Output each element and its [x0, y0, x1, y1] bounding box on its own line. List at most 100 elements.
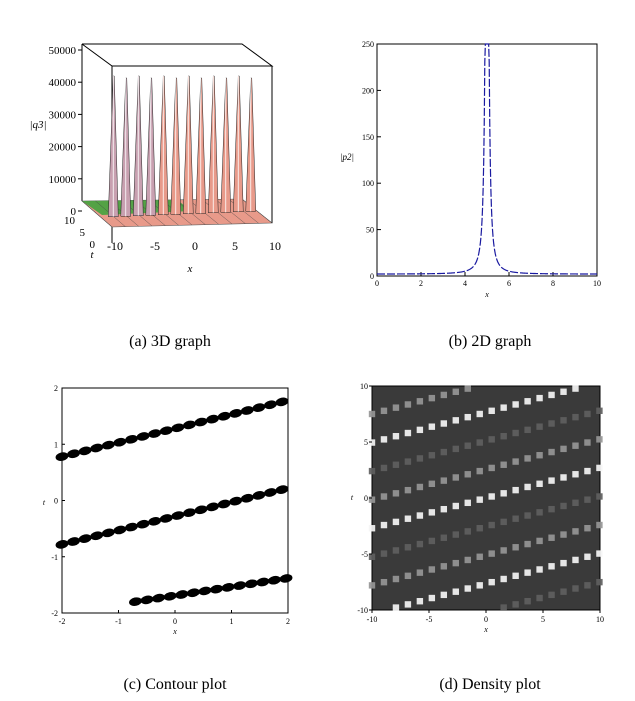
- density-dot: [596, 578, 603, 586]
- contour-blob: [264, 400, 277, 410]
- contour-blob: [55, 540, 69, 549]
- density-dot: [392, 461, 400, 468]
- contour-blob: [194, 505, 208, 515]
- contour-blob: [125, 435, 138, 444]
- density-dot: [476, 410, 483, 418]
- x-tick-label: 10: [269, 239, 281, 253]
- density-dot: [584, 553, 591, 560]
- density-dot: [416, 569, 424, 576]
- y-tick-label: -5: [361, 550, 368, 559]
- contour-blob: [159, 514, 173, 523]
- density-dot: [404, 601, 412, 608]
- density-dot: [452, 474, 459, 481]
- density-dot: [380, 578, 388, 586]
- y-axis-label: t: [351, 493, 354, 502]
- contour-blob: [171, 423, 185, 433]
- x-axis-label: x: [483, 625, 488, 634]
- contour-blob: [275, 485, 289, 494]
- density-dot: [572, 413, 579, 421]
- density-dot: [524, 426, 531, 434]
- density-dot: [524, 512, 531, 519]
- density-dot: [488, 521, 495, 529]
- chart-2d-line: 0 50 100 150 200 250 0 2 4 6 8 10 |p2| x: [340, 40, 601, 299]
- density-dot: [584, 439, 591, 446]
- density-dot: [440, 477, 448, 484]
- density-dot: [476, 439, 483, 446]
- x-tick-label: -5: [426, 615, 433, 624]
- density-dot: [452, 502, 459, 510]
- x-tick-label: -10: [107, 239, 123, 253]
- x-tick-label: 0: [192, 239, 198, 253]
- x-tick-label: 5: [232, 239, 238, 253]
- x-tick-label: 0: [173, 617, 177, 626]
- density-dot: [548, 391, 555, 399]
- density-dot: [524, 398, 531, 405]
- t-tick-label: 5: [80, 227, 86, 239]
- x-tick-label: 5: [541, 615, 545, 624]
- density-dot: [368, 410, 376, 418]
- density-dot: [416, 540, 424, 548]
- density-dot: [440, 391, 448, 399]
- y-tick-label: -10: [357, 606, 368, 615]
- y-axis-label: |p2|: [340, 152, 354, 162]
- density-dot: [452, 417, 459, 424]
- density-dot: [584, 467, 591, 475]
- z-tick-label: 40000: [49, 77, 77, 89]
- density-dot: [488, 464, 495, 472]
- contour-blob: [217, 499, 231, 509]
- y-tick-label: 10: [360, 382, 368, 391]
- contour-blob: [264, 488, 277, 497]
- density-dot: [392, 604, 400, 611]
- x-tick-label: -2: [59, 617, 66, 626]
- density-dot: [524, 455, 531, 462]
- contour-blob: [55, 452, 69, 461]
- density-dot: [536, 452, 543, 459]
- density-dot: [464, 499, 471, 507]
- density-dot: [392, 404, 400, 411]
- density-dot: [536, 423, 543, 430]
- density-dot: [596, 521, 603, 529]
- contour-blob: [244, 579, 258, 589]
- contour-blob: [140, 595, 154, 605]
- density-dot: [500, 404, 507, 411]
- t-tick-label: 10: [64, 215, 76, 227]
- density-dot: [452, 388, 459, 395]
- density-dot: [596, 407, 603, 414]
- density-dot: [548, 563, 555, 570]
- density-dot: [536, 566, 543, 573]
- contour-blob: [206, 502, 219, 512]
- density-dot: [416, 598, 424, 605]
- density-dot: [524, 483, 531, 491]
- contour-blob: [194, 417, 208, 427]
- density-dot: [464, 442, 471, 449]
- y-tick-label: 5: [364, 438, 368, 447]
- caption-c: (c) Contour plot: [123, 676, 227, 693]
- z-tick-label: 50000: [49, 45, 77, 57]
- density-dot: [536, 394, 543, 402]
- density-dot: [488, 550, 495, 557]
- density-dot: [380, 436, 388, 443]
- panel-2d-graph: 0 50 100 150 200 250 0 2 4 6 8 10 |p2| x: [335, 36, 610, 299]
- density-dot: [512, 401, 519, 408]
- y-tick-label: -1: [51, 553, 58, 562]
- contour-blob: [233, 581, 247, 590]
- surface-grid-line: [81, 200, 113, 228]
- density-dot: [560, 502, 567, 510]
- contour-blob: [148, 429, 162, 438]
- x-tick-label: 2: [286, 617, 290, 626]
- x-tick-label: -5: [150, 239, 160, 253]
- panel-contour: 2 1 0 -1 -2 -2 -1 0 1 2 t x: [38, 380, 303, 645]
- density-dot: [392, 518, 400, 526]
- caption-b: (b) 2D graph: [448, 333, 532, 350]
- z-axis-label: |q3|: [29, 119, 46, 131]
- density-dot: [464, 471, 471, 478]
- contour-blob: [136, 519, 150, 529]
- density-dot: [416, 398, 424, 405]
- contour-blob: [90, 443, 104, 453]
- density-dot: [428, 537, 436, 545]
- x-tick-label: 0: [375, 279, 379, 288]
- contour-blob: [252, 491, 266, 500]
- y-tick-label: -2: [51, 609, 58, 618]
- density-dot: [404, 458, 412, 465]
- y-tick-label: 50: [366, 226, 374, 235]
